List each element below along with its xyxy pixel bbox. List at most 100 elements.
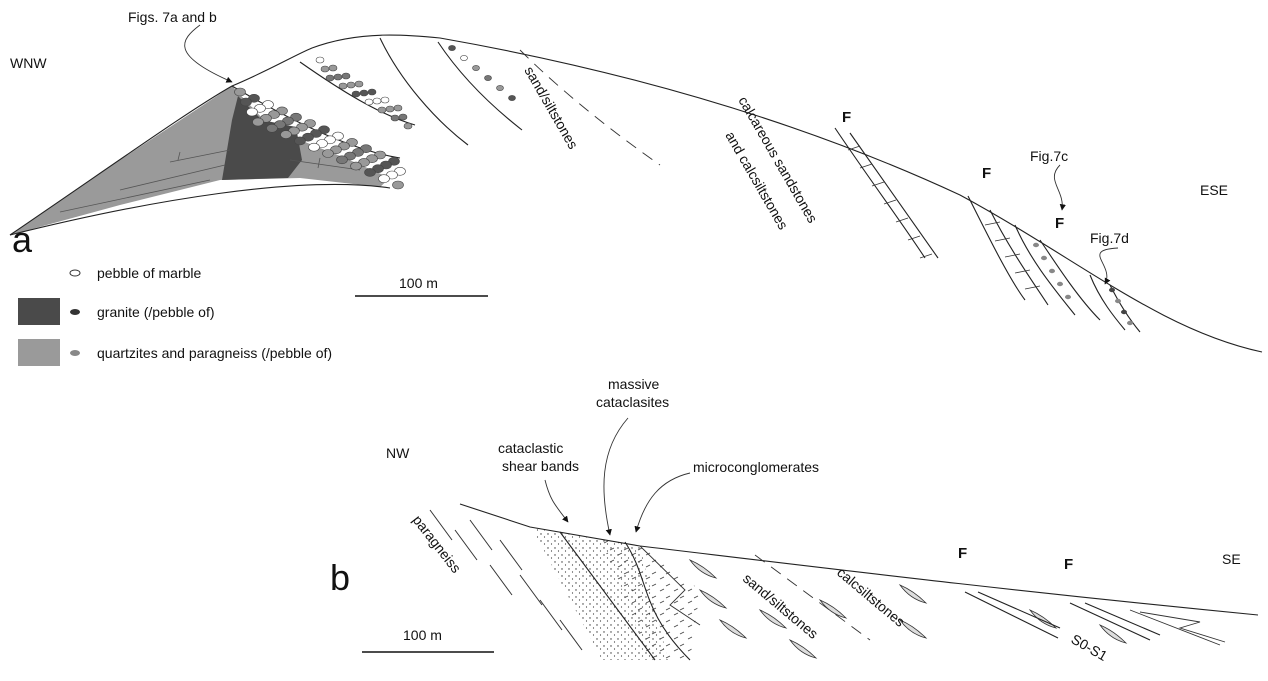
tick [908, 236, 920, 240]
callout-label: microconglomerates [693, 459, 819, 475]
direction-label: WNW [10, 55, 47, 71]
legend-swatch [70, 270, 80, 276]
section-b: cataclastic shear bands massive cataclas… [330, 376, 1258, 664]
pebble [373, 98, 381, 104]
tick [860, 164, 872, 168]
fault-label: F [842, 109, 851, 126]
pebble [461, 55, 468, 60]
lens [720, 620, 746, 638]
pebble [1065, 295, 1071, 299]
unit-label: calcsiltstones [834, 564, 908, 630]
pebble [1115, 299, 1121, 303]
bed-boundary-dashed [520, 50, 660, 165]
unit-label: paragneiss [410, 512, 465, 576]
legend-swatch [70, 350, 80, 356]
pebble [235, 88, 246, 96]
pebble [267, 124, 278, 132]
pebble [393, 181, 404, 189]
callout-label: cataclastic [498, 440, 563, 456]
pebble [509, 95, 516, 100]
callout-label: shear bands [502, 458, 579, 474]
callout-label: cataclasites [596, 394, 669, 410]
stroke [560, 620, 582, 650]
stroke [455, 530, 477, 560]
direction-label: SE [1222, 551, 1241, 567]
pebble [309, 143, 320, 151]
fault-label: F [1064, 556, 1073, 573]
lens [820, 600, 846, 618]
unit-label: sand/siltstones [521, 64, 581, 152]
pebble [1127, 321, 1133, 325]
tick [1015, 270, 1030, 273]
fault-zone [968, 196, 1025, 300]
pebble [316, 57, 324, 63]
pebble [355, 81, 363, 87]
scale-label: 100 m [399, 275, 438, 291]
pebble [323, 150, 334, 158]
diagram: Figs. 7a and b Fig.7c Fig.7d WNW ESE san… [0, 0, 1268, 676]
pebble [360, 90, 368, 96]
tick [1005, 254, 1020, 257]
stroke [540, 600, 562, 630]
fault-label: F [1055, 215, 1064, 232]
paragneiss-body [10, 86, 390, 235]
pebble [241, 98, 252, 106]
pebble [337, 156, 348, 164]
bed-boundary [380, 38, 468, 145]
fault-zone [1130, 610, 1225, 645]
fault-zone [1085, 603, 1160, 635]
callout-label: Figs. 7a and b [128, 9, 217, 25]
callout-arrow [636, 473, 690, 532]
page: { "panel_a": { "label": "a", "left_direc… [0, 0, 1268, 676]
pebble [326, 75, 334, 81]
stroke [500, 540, 522, 570]
legend-label: granite (/pebble of) [97, 304, 215, 320]
pebble [253, 118, 264, 126]
pebble [1049, 269, 1055, 273]
legend-label: quartzites and paragneiss (/pebble of) [97, 345, 332, 361]
pebble [295, 137, 306, 145]
pebble [351, 162, 362, 170]
legend-swatch [18, 339, 60, 366]
tick [920, 254, 932, 258]
direction-label: ESE [1200, 182, 1228, 198]
callout-arrow [185, 25, 232, 82]
callout-label: massive [608, 376, 660, 392]
direction-label: NW [386, 445, 410, 461]
section-a: Figs. 7a and b Fig.7c Fig.7d WNW ESE san… [10, 9, 1262, 366]
legend-label: pebble of marble [97, 265, 202, 281]
bed-boundary [438, 42, 522, 130]
lens [900, 585, 926, 603]
fault-zone [978, 592, 1060, 628]
callout-arrow [604, 418, 628, 535]
pebble [352, 91, 360, 97]
panel-label: a [12, 219, 33, 260]
stroke [470, 520, 492, 550]
stroke [520, 575, 542, 605]
pebble [365, 99, 373, 105]
pebble [321, 66, 329, 72]
pebble [386, 106, 394, 112]
callout-arrow [1054, 165, 1062, 210]
pebble [1109, 288, 1115, 292]
lens [900, 620, 926, 638]
pebble [379, 175, 390, 183]
pebble [334, 74, 342, 80]
pebble [339, 83, 347, 89]
fault-label: F [982, 165, 991, 182]
pebble [368, 89, 376, 95]
fault-zone [1110, 285, 1140, 332]
tick [1025, 286, 1040, 289]
callout-arrow [545, 480, 568, 522]
legend-swatch [18, 298, 60, 325]
pebble [1121, 310, 1127, 314]
pebble [394, 105, 402, 111]
pebble [329, 65, 337, 71]
pebble [1041, 256, 1047, 260]
lens [790, 640, 816, 658]
pebble [378, 107, 386, 113]
lens [690, 560, 716, 578]
tick [995, 238, 1010, 241]
legend-swatch [70, 309, 80, 315]
pebble [449, 45, 456, 50]
